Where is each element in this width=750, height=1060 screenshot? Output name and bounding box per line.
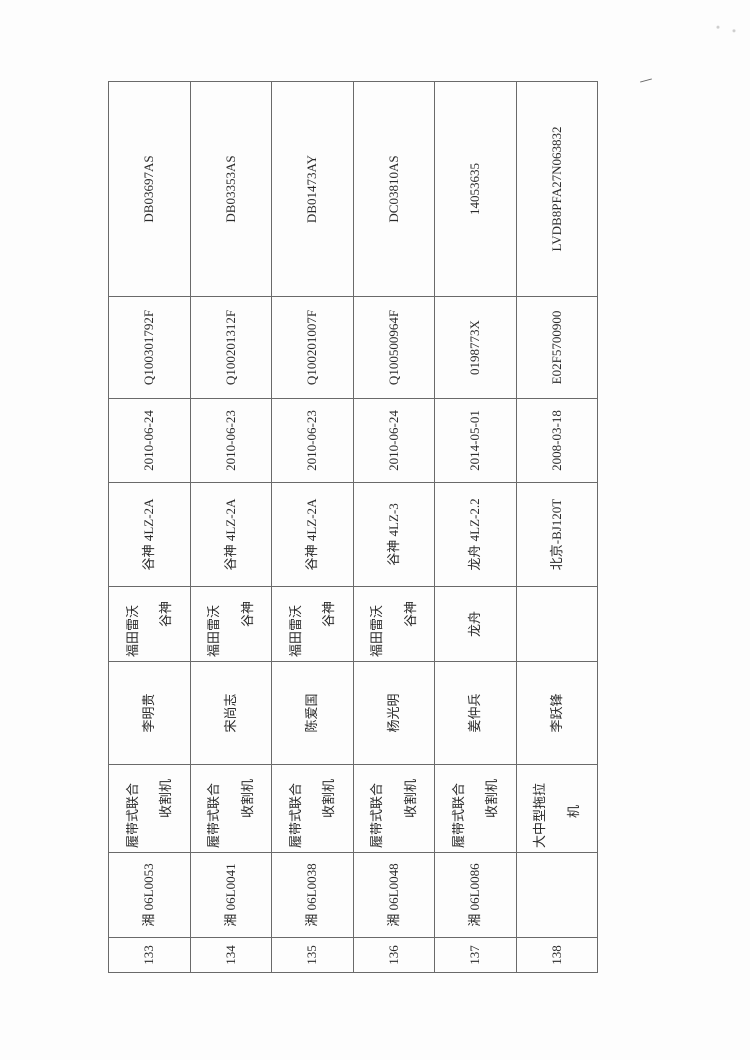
engine-number: E02F5700900	[516, 296, 598, 399]
brand-line1: 福田雷沃	[369, 604, 385, 657]
chassis-number: DB01473AY	[271, 81, 353, 297]
owner-name: 李跃锋	[516, 661, 598, 765]
brand: 福田雷沃 谷神	[108, 586, 190, 662]
model: 北京-BJ120T	[516, 482, 598, 587]
chassis-number: DC03810AS	[353, 81, 435, 297]
machine-type: 履带式联合 收割机	[190, 764, 272, 853]
machine-type-line1: 履带式联合	[124, 782, 140, 848]
model: 谷神 4LZ-2A	[190, 482, 272, 587]
row-number: 133	[108, 937, 190, 973]
machine-type-line1: 履带式联合	[206, 782, 222, 848]
chassis-number: 14053635	[434, 81, 516, 297]
registration-date: 2010-06-23	[190, 398, 272, 483]
machine-type-line2: 收割机	[484, 778, 500, 818]
engine-number: Q100301792F	[108, 296, 190, 399]
registration-date: 2010-06-24	[108, 398, 190, 483]
brand-line1: 龙舟	[467, 611, 483, 638]
machine-type: 履带式联合 收割机	[271, 764, 353, 853]
machine-type-line2: 收割机	[321, 778, 337, 818]
machine-type-line2: 收割机	[158, 778, 174, 818]
row-number: 136	[353, 937, 435, 973]
plate-number: 湘 06L0086	[434, 852, 516, 938]
owner-name: 陈爱国	[271, 661, 353, 765]
registration-date: 2008-03-18	[516, 398, 598, 483]
brand-line1: 福田雷沃	[206, 604, 222, 657]
row-number: 138	[516, 937, 598, 973]
brand-line1: 福田雷沃	[287, 604, 303, 657]
machine-type-line1: 履带式联合	[450, 782, 466, 848]
machine-type-line2: 收割机	[402, 778, 418, 818]
plate-number	[516, 852, 598, 938]
model: 谷神 4LZ-3	[353, 482, 435, 587]
engine-number: Q100201007F	[271, 296, 353, 399]
engine-number: Q100201312F	[190, 296, 272, 399]
chassis-number: LVDB8PFA27N063832	[516, 81, 598, 297]
plate-number: 湘 06L0041	[190, 852, 272, 938]
table-row: 136 湘 06L0048 履带式联合 收割机 杨光明 福田雷沃 谷神 谷神 4LZ-3 201…	[353, 81, 435, 973]
row-number: 135	[271, 937, 353, 973]
brand-line2: 谷神	[158, 600, 174, 627]
table-row: 133 湘 06L0053 履带式联合 收割机 李明贵 福田雷沃 谷神 谷神 4LZ-2A 20…	[108, 81, 190, 973]
brand: 福田雷沃 谷神	[353, 586, 435, 662]
registration-date: 2014-05-01	[434, 398, 516, 483]
plate-number: 湘 06L0048	[353, 852, 435, 938]
table-row: 137 湘 06L0086 履带式联合 收割机 姜仲兵 龙舟 龙舟 4LZ-2.2 2014-…	[434, 81, 516, 973]
plate-number: 湘 06L0038	[271, 852, 353, 938]
machine-type-line1: 履带式联合	[287, 782, 303, 848]
machine-type-line2: 机	[565, 804, 581, 818]
registration-date: 2010-06-24	[353, 398, 435, 483]
machine-type-line1: 履带式联合	[369, 782, 385, 848]
machine-type: 履带式联合 收割机	[108, 764, 190, 853]
machine-type-line2: 收割机	[239, 778, 255, 818]
table-row: 134 湘 06L0041 履带式联合 收割机 宋尚志 福田雷沃 谷神 谷神 4LZ-2A 20…	[190, 81, 272, 973]
owner-name: 宋尚志	[190, 661, 272, 765]
rotated-table-container: 133 湘 06L0053 履带式联合 收割机 李明贵 福田雷沃 谷神 谷神 4LZ-2A 20…	[108, 81, 598, 973]
scan-speck	[706, 20, 746, 38]
chassis-number: DB03353AS	[190, 81, 272, 297]
brand	[516, 586, 598, 662]
owner-name: 杨光明	[353, 661, 435, 765]
owner-name: 李明贵	[108, 661, 190, 765]
model: 谷神 4LZ-2A	[108, 482, 190, 587]
machine-type: 履带式联合 收割机	[434, 764, 516, 853]
machine-type: 大中型拖拉 机	[516, 764, 598, 853]
chassis-number: DB03697AS	[108, 81, 190, 297]
row-number: 134	[190, 937, 272, 973]
engine-number: 0198773X	[434, 296, 516, 399]
table-row: 135 湘 06L0038 履带式联合 收割机 陈爱国 福田雷沃 谷神 谷神 4LZ-2A 20…	[271, 81, 353, 973]
brand-line2: 谷神	[321, 600, 337, 627]
machine-type-line1: 大中型拖拉	[532, 782, 548, 848]
brand-line1: 福田雷沃	[124, 604, 140, 657]
brand: 龙舟	[434, 586, 516, 662]
scan-mark	[640, 78, 652, 83]
brand: 福田雷沃 谷神	[271, 586, 353, 662]
owner-name: 姜仲兵	[434, 661, 516, 765]
engine-number: Q100500964F	[353, 296, 435, 399]
plate-number: 湘 06L0053	[108, 852, 190, 938]
brand-line2: 谷神	[402, 600, 418, 627]
row-number: 137	[434, 937, 516, 973]
machine-type: 履带式联合 收割机	[353, 764, 435, 853]
brand-line2: 谷神	[239, 600, 255, 627]
vehicle-table: 133 湘 06L0053 履带式联合 收割机 李明贵 福田雷沃 谷神 谷神 4LZ-2A 20…	[108, 81, 598, 973]
model: 谷神 4LZ-2A	[271, 482, 353, 587]
registration-date: 2010-06-23	[271, 398, 353, 483]
brand: 福田雷沃 谷神	[190, 586, 272, 662]
table-row: 138 大中型拖拉 机 李跃锋 北京-BJ120T 2008-03-18 E02F57009…	[516, 81, 598, 973]
model: 龙舟 4LZ-2.2	[434, 482, 516, 587]
